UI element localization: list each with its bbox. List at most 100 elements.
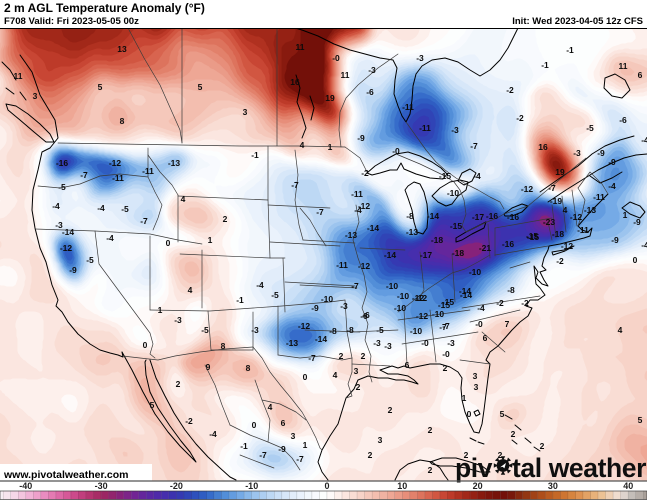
svg-text:-18: -18 [431,235,444,245]
svg-text:3: 3 [33,91,38,101]
svg-text:16: 16 [538,142,548,152]
svg-text:8: 8 [120,116,125,126]
svg-text:2: 2 [511,429,516,439]
svg-text:4: 4 [563,205,568,215]
svg-text:-16: -16 [502,239,515,249]
svg-text:-11: -11 [351,189,363,199]
svg-text:19: 19 [555,167,565,177]
svg-text:2: 2 [498,450,503,460]
svg-text:2 m AGL Temperature Anomaly (°: 2 m AGL Temperature Anomaly (°F) [4,1,205,15]
svg-text:-4: -4 [641,135,647,145]
svg-text:-20: -20 [170,481,183,491]
svg-text:-7: -7 [291,180,299,190]
svg-text:4: 4 [268,402,273,412]
svg-text:0: 0 [467,409,472,419]
svg-text:20: 20 [473,481,483,491]
svg-text:-11: -11 [577,225,589,235]
svg-text:-7: -7 [259,450,267,460]
svg-text:-12: -12 [570,212,583,222]
svg-text:0: 0 [303,372,308,382]
svg-text:-6: -6 [360,311,368,321]
svg-text:-13: -13 [345,230,358,240]
svg-text:-11: -11 [336,260,348,270]
svg-text:-10: -10 [447,188,460,198]
svg-text:-10: -10 [469,267,482,277]
svg-text:3: 3 [473,371,478,381]
svg-text:-3: -3 [384,341,392,351]
svg-text:-21: -21 [479,243,492,253]
svg-text:-9: -9 [69,265,77,275]
svg-text:-11: -11 [402,102,414,112]
svg-text:-16: -16 [486,211,499,221]
svg-text:-13: -13 [286,338,299,348]
svg-text:-12: -12 [412,293,425,303]
svg-text:11: 11 [341,70,350,80]
svg-text:-9: -9 [357,133,365,143]
svg-text:-3: -3 [55,220,63,230]
svg-text:Init: Wed 2023-04-05 12z CFS: Init: Wed 2023-04-05 12z CFS [512,16,643,27]
svg-text:-2: -2 [185,416,193,426]
svg-text:3: 3 [243,107,248,117]
svg-text:-10: -10 [321,294,334,304]
svg-text:-10: -10 [394,303,407,313]
svg-text:-3: -3 [373,338,381,348]
svg-text:11: 11 [296,42,305,52]
svg-text:-0: -0 [442,349,450,359]
svg-text:-4: -4 [209,429,217,439]
svg-text:-10: -10 [245,481,258,491]
svg-text:-5: -5 [121,204,129,214]
svg-text:5: 5 [500,409,505,419]
svg-text:-3: -3 [174,315,182,325]
svg-text:-7: -7 [439,322,447,332]
svg-text:-11: -11 [142,166,154,176]
svg-text:-4: -4 [52,201,60,211]
svg-text:-3: -3 [451,125,459,135]
svg-text:2: 2 [361,351,366,361]
svg-text:10: 10 [397,481,407,491]
svg-text:9: 9 [206,362,211,372]
svg-text:-17: -17 [472,212,485,222]
svg-text:tal weather: tal weather [512,453,646,483]
svg-text:-13: -13 [584,205,597,215]
svg-text:2: 2 [356,382,361,392]
svg-text:2: 2 [428,425,433,435]
svg-text:-11: -11 [112,173,124,183]
svg-text:-23: -23 [543,217,556,227]
svg-text:8: 8 [246,363,251,373]
svg-text:2: 2 [464,450,469,460]
svg-text:-4: -4 [473,171,481,181]
svg-text:-15: -15 [526,231,539,241]
svg-text:-13: -13 [168,158,181,168]
svg-text:2: 2 [428,465,433,475]
svg-text:3: 3 [474,382,479,392]
svg-text:13: 13 [117,44,127,54]
svg-text:2: 2 [339,351,344,361]
svg-text:11: 11 [14,71,23,81]
svg-text:5: 5 [638,415,643,425]
svg-text:2: 2 [368,450,373,460]
svg-text:-9: -9 [311,303,319,313]
svg-text:-12: -12 [521,184,534,194]
svg-text:-9: -9 [597,148,605,158]
svg-text:-9: -9 [278,444,286,454]
svg-text:-10: -10 [386,281,399,291]
svg-text:-18: -18 [452,248,465,258]
svg-text:-13: -13 [406,227,419,237]
svg-text:-4: -4 [641,240,647,250]
svg-text:piv: piv [455,453,493,483]
svg-text:4: 4 [618,325,623,335]
svg-text:19: 19 [325,93,335,103]
svg-text:4: 4 [333,370,338,380]
svg-text:-7: -7 [316,207,324,217]
svg-text:0: 0 [252,420,257,430]
svg-text:5: 5 [98,82,103,92]
svg-text:1: 1 [208,235,213,245]
svg-text:-10: -10 [410,326,423,336]
svg-text:-5: -5 [58,182,66,192]
svg-text:-7: -7 [140,216,148,226]
svg-text:-4: -4 [97,203,105,213]
svg-text:-3: -3 [416,53,424,63]
svg-text:4: 4 [181,194,186,204]
svg-text:-6: -6 [619,115,627,125]
svg-text:-5: -5 [271,290,279,300]
